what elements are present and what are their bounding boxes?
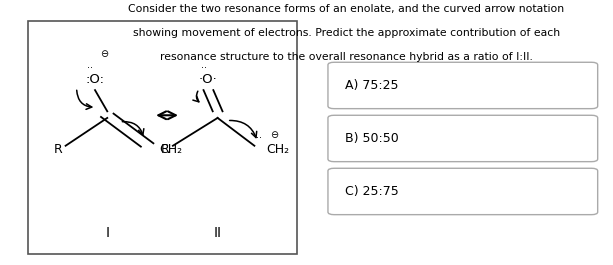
- Text: CH₂: CH₂: [267, 143, 290, 156]
- Text: ..: ..: [200, 60, 207, 70]
- Text: showing movement of electrons. Predict the approximate contribution of each: showing movement of electrons. Predict t…: [133, 28, 560, 38]
- Text: B) 50:50: B) 50:50: [345, 132, 399, 145]
- Text: R: R: [161, 143, 170, 156]
- Text: I: I: [105, 226, 109, 240]
- Text: :O:: :O:: [86, 73, 104, 86]
- Text: CH₂: CH₂: [159, 143, 183, 156]
- FancyBboxPatch shape: [328, 62, 598, 109]
- Text: ⊖: ⊖: [270, 130, 279, 140]
- FancyBboxPatch shape: [328, 168, 598, 215]
- Text: Consider the two resonance forms of an enolate, and the curved arrow notation: Consider the two resonance forms of an e…: [128, 4, 565, 14]
- FancyBboxPatch shape: [28, 21, 297, 254]
- Text: ..: ..: [256, 130, 262, 140]
- Text: A) 75:25: A) 75:25: [345, 79, 398, 92]
- Text: R: R: [54, 143, 63, 156]
- Text: II: II: [213, 226, 222, 240]
- Text: ·O·: ·O·: [199, 73, 218, 86]
- FancyBboxPatch shape: [328, 115, 598, 162]
- Text: ..: ..: [87, 60, 93, 70]
- Text: resonance structure to the overall resonance hybrid as a ratio of I:II.: resonance structure to the overall reson…: [160, 52, 533, 62]
- Text: C) 25:75: C) 25:75: [345, 185, 399, 198]
- Text: ⊖: ⊖: [100, 49, 109, 59]
